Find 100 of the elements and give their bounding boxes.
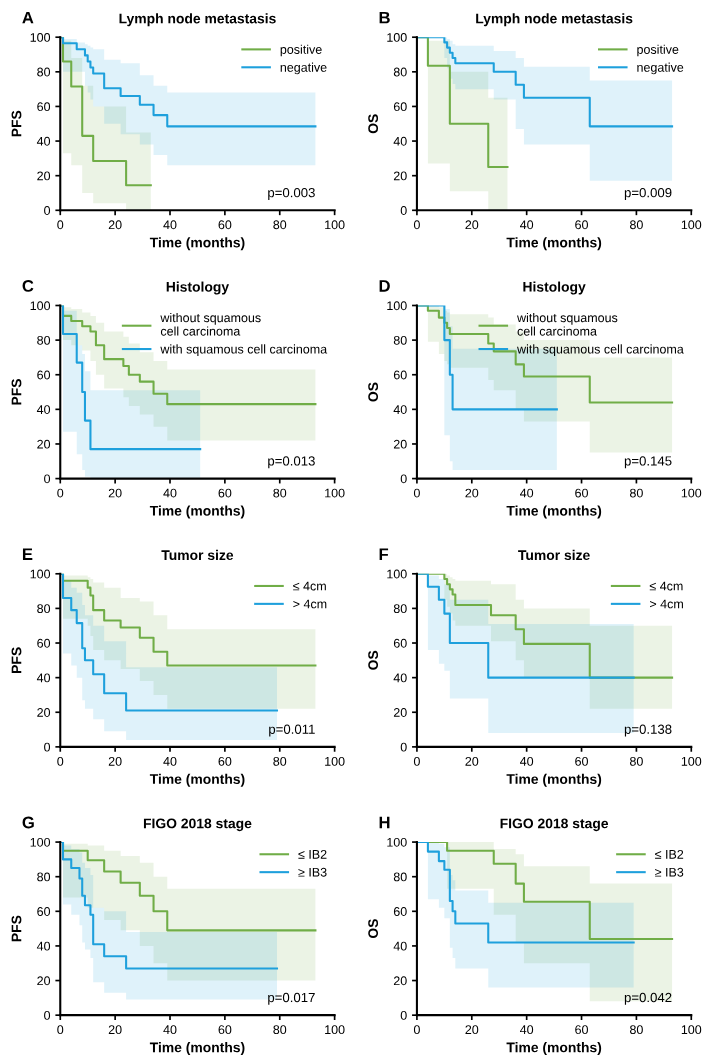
- x-tick-label: 0: [57, 488, 64, 498]
- y-tick-label: 60: [37, 102, 51, 112]
- y-tick-label: 60: [37, 370, 51, 380]
- y-axis-title: OS: [368, 382, 379, 402]
- x-tick-label: 80: [630, 1025, 643, 1035]
- y-axis-title: PFS: [11, 110, 22, 137]
- x-tick-label: 40: [520, 488, 534, 498]
- x-tick-label: 40: [163, 488, 177, 498]
- chart-title: FIGO 2018 stage: [500, 818, 609, 832]
- x-tick-label: 0: [57, 1025, 64, 1035]
- x-tick-label: 40: [520, 1025, 534, 1035]
- annotation: p=0.011: [269, 724, 315, 737]
- annotation: p=0.017: [268, 992, 315, 1005]
- y-tick-label: 80: [393, 67, 407, 77]
- y-tick-label: 20: [393, 439, 407, 449]
- x-tick-label: 20: [465, 220, 479, 230]
- y-tick-label: 80: [37, 872, 51, 882]
- text: G: [22, 816, 34, 829]
- y-tick-label: 20: [37, 708, 51, 717]
- y-tick-label: 60: [37, 907, 51, 916]
- x-tick-label: 60: [218, 220, 232, 230]
- text: H: [379, 816, 390, 829]
- x-tick-label: 40: [163, 220, 177, 230]
- y-tick-label: 60: [393, 102, 407, 112]
- legend-label: > 4cm: [650, 599, 683, 609]
- legend-label: with squamous cell carcinoma: [517, 344, 684, 357]
- text: F: [379, 548, 389, 560]
- x-axis-title: Time (months): [149, 1042, 245, 1056]
- y-tick-label: 0: [44, 474, 51, 484]
- x-tick-label: 100: [325, 220, 345, 230]
- legend-label: ≤ 4cm: [293, 581, 326, 591]
- x-tick-label: 80: [630, 220, 643, 230]
- annotation: p=0.145: [624, 456, 672, 469]
- x-tick-label: 60: [218, 488, 232, 498]
- y-tick-label: 80: [37, 67, 51, 77]
- x-tick-label: 0: [57, 220, 64, 230]
- x-tick-label: 100: [681, 756, 702, 766]
- x-axis-title: Time (months): [149, 505, 245, 519]
- x-tick-label: 0: [413, 488, 420, 498]
- x-tick-label: 40: [520, 220, 534, 230]
- x-tick-label: 80: [630, 488, 643, 498]
- legend-label: ≤ IB2: [298, 849, 327, 859]
- annotation: p=0.042: [624, 992, 672, 1005]
- x-tick-label: 20: [108, 488, 122, 498]
- chart-title: Lymph node metastasis: [476, 13, 633, 27]
- text: B: [379, 11, 390, 24]
- y-tick-label: 0: [44, 742, 51, 752]
- y-tick-label: 40: [393, 941, 407, 951]
- y-tick-label: 100: [30, 837, 51, 847]
- x-tick-label: 80: [273, 1025, 287, 1035]
- y-tick-label: 100: [387, 301, 407, 311]
- x-tick-label: 40: [163, 1025, 177, 1035]
- x-tick-label: 60: [575, 756, 588, 766]
- x-tick-label: 40: [520, 756, 534, 766]
- x-tick-label: 60: [575, 1025, 588, 1035]
- y-tick-label: 0: [44, 1010, 51, 1020]
- x-tick-label: 80: [273, 220, 287, 230]
- y-tick-label: 80: [393, 335, 407, 345]
- y-axis-title: OS: [368, 650, 379, 670]
- y-tick-label: 40: [393, 136, 407, 146]
- x-tick-label: 60: [575, 220, 588, 230]
- chart-title: Lymph node metastasis: [119, 13, 276, 27]
- y-tick-label: 100: [30, 569, 51, 579]
- x-axis-title: Time (months): [506, 505, 602, 519]
- y-tick-label: 80: [37, 335, 51, 345]
- x-axis-title: Time (months): [149, 773, 245, 787]
- x-tick-label: 20: [108, 1025, 122, 1035]
- y-tick-label: 80: [393, 872, 407, 882]
- chart-title: Tumor size: [518, 549, 590, 561]
- y-tick-label: 0: [400, 206, 407, 215]
- legend-label: > 4cm: [293, 599, 327, 609]
- text: D: [379, 280, 390, 292]
- y-tick-label: 0: [400, 742, 407, 752]
- x-tick-label: 0: [413, 756, 420, 766]
- y-tick-label: 20: [393, 171, 407, 181]
- y-tick-label: 0: [400, 1010, 407, 1020]
- y-axis-title: PFS: [11, 647, 22, 673]
- y-tick-label: 20: [393, 976, 407, 986]
- x-tick-label: 20: [465, 756, 479, 766]
- x-tick-label: 20: [465, 1025, 479, 1035]
- y-tick-label: 60: [393, 370, 407, 380]
- y-tick-label: 100: [30, 301, 51, 311]
- x-axis-title: Time (months): [506, 773, 602, 787]
- y-axis-title: OS: [368, 919, 379, 939]
- y-tick-label: 100: [387, 837, 407, 847]
- y-tick-label: 40: [36, 941, 51, 951]
- y-tick-label: 40: [393, 673, 407, 683]
- annotation: p=0.003: [268, 187, 315, 200]
- x-tick-label: 60: [218, 1025, 232, 1035]
- x-tick-label: 100: [681, 220, 702, 230]
- x-tick-label: 60: [575, 488, 588, 498]
- y-tick-label: 20: [37, 171, 51, 181]
- x-tick-label: 60: [218, 756, 232, 766]
- y-tick-label: 0: [44, 206, 51, 215]
- y-tick-label: 60: [37, 638, 51, 648]
- legend-label: positive: [637, 44, 679, 57]
- y-tick-label: 20: [37, 439, 51, 449]
- x-axis-title: Time (months): [149, 237, 245, 251]
- legend-label: negative: [637, 62, 684, 75]
- y-tick-label: 20: [37, 976, 51, 986]
